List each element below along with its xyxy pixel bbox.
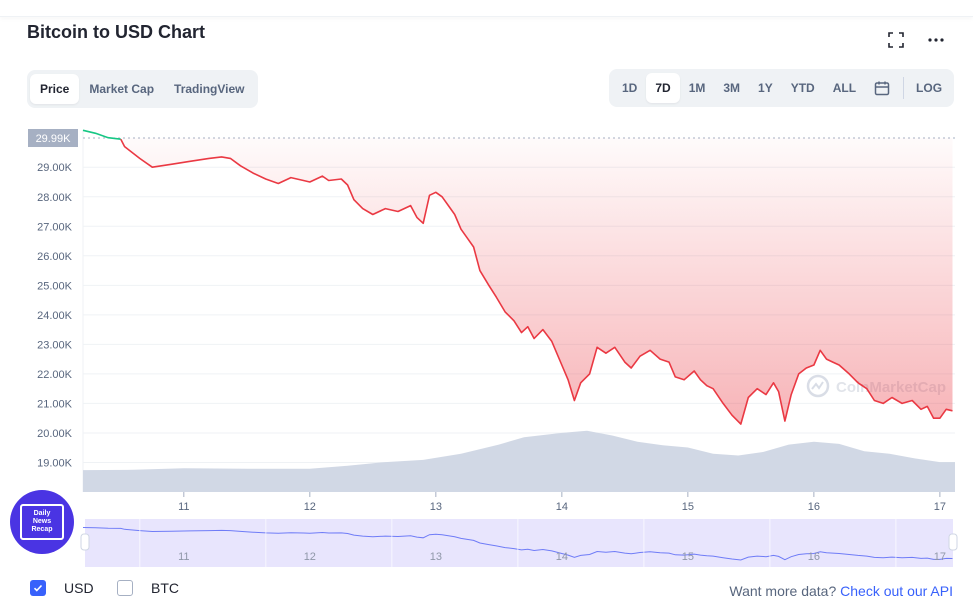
top-divider: [0, 0, 973, 17]
range-3m[interactable]: 3M: [723, 81, 741, 95]
price-line-down: [120, 138, 953, 425]
x-tick-label: 14: [556, 501, 568, 513]
usd-checkbox[interactable]: [30, 580, 46, 596]
x-axis: 11 12 13 14 15 16 17: [178, 492, 946, 513]
x-tick-label: 17: [934, 501, 946, 513]
brush-tick-label: 13: [430, 551, 442, 563]
y-tick-label: 24.00K: [37, 310, 73, 322]
volume-area: [83, 430, 955, 492]
open-price-tag: [28, 129, 78, 148]
y-tick-label: 27.00K: [37, 221, 73, 233]
y-tick-label: 21.00K: [37, 398, 73, 410]
range-brush[interactable]: 11 12 13 14 15 16 17: [80, 519, 958, 567]
brush-line: [82, 527, 953, 561]
price-line-up: [82, 129, 121, 140]
y-tick-label: 26.00K: [37, 251, 73, 263]
open-price-label: 29.99K: [36, 133, 72, 145]
daily-news-recap-badge[interactable]: Daily News Recap: [10, 490, 74, 554]
y-tick-label: 29.00K: [37, 162, 73, 174]
x-tick-label: 16: [808, 501, 820, 513]
x-tick-label: 12: [304, 501, 316, 513]
calendar-icon[interactable]: [865, 73, 899, 103]
range-1d[interactable]: 1D: [622, 81, 638, 95]
brush-tick-label: 14: [556, 551, 568, 563]
badge-text: Daily News Recap: [31, 510, 53, 533]
btc-label: BTC: [151, 580, 179, 596]
api-prefix: Want more data?: [729, 583, 837, 599]
usd-label: USD: [64, 580, 94, 596]
api-link[interactable]: Check out our API: [840, 583, 953, 599]
x-tick-label: 11: [178, 501, 189, 513]
brush-tick-label: 12: [304, 551, 316, 563]
usd-option[interactable]: USD: [30, 580, 94, 596]
btc-checkbox[interactable]: [117, 580, 133, 596]
range-all[interactable]: ALL: [832, 81, 857, 95]
y-tick-label: 22.00K: [37, 369, 73, 381]
price-series: [82, 129, 953, 425]
y-tick-label: 25.00K: [37, 280, 73, 292]
brush-tick-label: 11: [178, 551, 189, 563]
tab-market-cap[interactable]: Market Cap: [89, 82, 155, 96]
tab-price[interactable]: Price: [30, 74, 80, 104]
brush-tick-label: 15: [682, 551, 694, 563]
y-tick-label: 23.00K: [37, 339, 73, 351]
more-options-icon[interactable]: [926, 30, 946, 50]
price-area-down: [83, 138, 953, 425]
range-1m[interactable]: 1M: [688, 81, 706, 95]
range-tabs: 1D 7D 1M 3M 1Y YTD ALL LOG: [609, 69, 955, 107]
page-title: Bitcoin to USD Chart: [27, 22, 205, 42]
y-tick-label: 28.00K: [37, 192, 73, 204]
range-7d[interactable]: 7D: [646, 73, 680, 103]
brush-tick-label: 16: [808, 551, 820, 563]
brush-tick-label: 17: [934, 551, 946, 563]
brush-handle[interactable]: [948, 533, 958, 551]
y-axis: 19.00K 20.00K 21.00K 22.00K 23.00K 24.00K 25.0…: [28, 129, 78, 469]
log-scale-toggle[interactable]: LOG: [916, 81, 943, 95]
film-frame-icon: Daily News Recap: [20, 504, 64, 540]
volume-fill: [83, 430, 955, 492]
x-tick-label: 13: [430, 501, 442, 513]
brush-window: [85, 519, 953, 567]
range-ytd[interactable]: YTD: [790, 81, 815, 95]
api-promo: Want more data? Check out our API: [729, 583, 953, 599]
tab-tradingview[interactable]: TradingView: [174, 82, 245, 96]
btc-option[interactable]: BTC: [117, 580, 179, 596]
fullscreen-icon[interactable]: [886, 30, 906, 50]
range-divider: [903, 77, 905, 99]
price-chart[interactable]: CoinMarketCap 19.00K20.00K21.00K22.00K23…: [0, 0, 973, 575]
y-tick-label: 20.00K: [37, 428, 73, 440]
x-tick-label: 15: [682, 501, 694, 513]
y-tick-label: 19.00K: [37, 457, 73, 469]
range-1y[interactable]: 1Y: [758, 81, 773, 95]
brush-handle[interactable]: [80, 533, 90, 551]
chart-type-tabs: Price Market Cap TradingView: [27, 70, 258, 108]
